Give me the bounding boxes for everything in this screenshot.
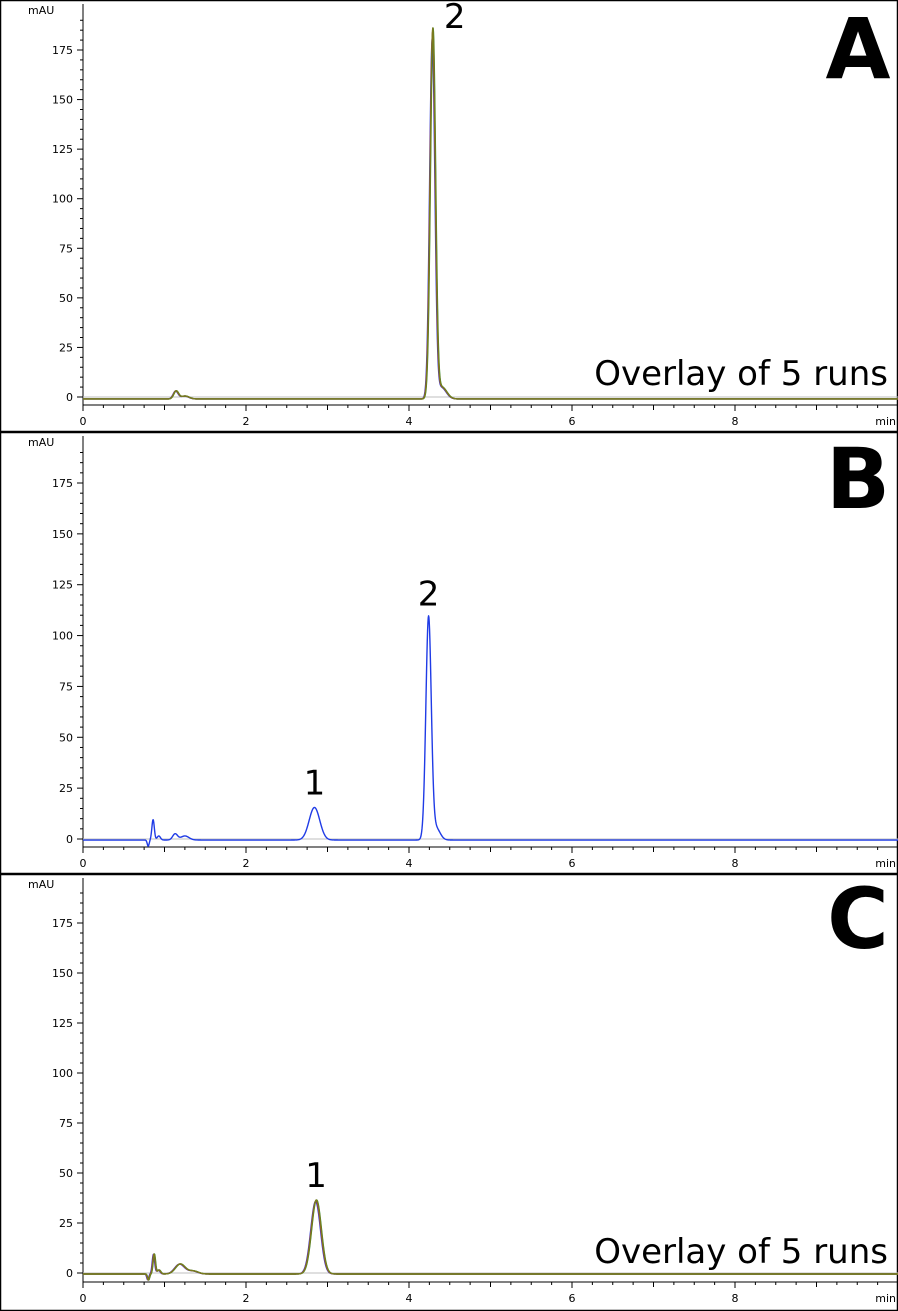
- y-tick-label: 75: [59, 1117, 73, 1130]
- trace-series-2: [82, 31, 898, 400]
- y-unit-label: mAU: [28, 436, 54, 449]
- overlay-note: Overlay of 5 runs: [594, 1232, 888, 1272]
- x-unit-label: min: [875, 1292, 896, 1305]
- y-tick-label: 75: [59, 680, 73, 693]
- x-tick-label: 2: [243, 857, 250, 870]
- x-tick-label: 4: [406, 1292, 413, 1305]
- x-tick-label: 6: [569, 1292, 576, 1305]
- x-tick-label: 0: [80, 1292, 87, 1305]
- x-tick-label: 0: [80, 857, 87, 870]
- trace-series-1: [82, 615, 898, 847]
- traces: [82, 27, 898, 400]
- x-tick-label: 8: [732, 857, 739, 870]
- overlay-note: Overlay of 5 runs: [594, 354, 888, 394]
- panel-letter: B: [826, 430, 890, 528]
- panel-letter: A: [825, 0, 890, 98]
- y-tick-label: 75: [59, 242, 73, 255]
- y-tick-label: 150: [52, 967, 73, 980]
- panel-letter: C: [827, 870, 889, 968]
- peak-label-1: 1: [305, 1156, 327, 1196]
- x-tick-label: 6: [569, 857, 576, 870]
- peak-label-1: 1: [304, 763, 326, 803]
- x-tick-label: 8: [732, 415, 739, 428]
- x-tick-label: 2: [243, 415, 250, 428]
- y-tick-label: 175: [52, 917, 73, 930]
- trace-series-1: [82, 38, 898, 400]
- y-tick-label: 150: [52, 528, 73, 541]
- y-tick-label: 0: [66, 833, 73, 846]
- y-tick-label: 100: [52, 630, 73, 643]
- y-tick-label: 100: [52, 1067, 73, 1080]
- y-tick-label: 0: [66, 1267, 73, 1280]
- y-tick-label: 150: [52, 94, 73, 107]
- x-tick-label: 0: [80, 415, 87, 428]
- x-unit-label: min: [875, 415, 896, 428]
- y-unit-label: mAU: [28, 878, 54, 891]
- peak-label-2: 2: [444, 0, 466, 37]
- y-tick-label: 100: [52, 193, 73, 206]
- y-tick-label: 125: [52, 1017, 73, 1030]
- y-tick-label: 125: [52, 143, 73, 156]
- y-tick-label: 0: [66, 391, 73, 404]
- y-tick-label: 25: [59, 782, 73, 795]
- panel-a: mAU 0 25 50 75 100 125 150 175 0 2 4 6 8 min 2 A Overlay …: [0, 0, 898, 433]
- y-tick-label: 25: [59, 1217, 73, 1230]
- y-tick-label: 50: [59, 1167, 73, 1180]
- y-unit-label: mAU: [28, 4, 54, 17]
- panel-c: mAU 0 25 50 75 100 125 150 175 0 2 4 6 8 min 1 C Overlay …: [0, 870, 898, 1311]
- y-tick-label: 50: [59, 292, 73, 305]
- y-tick-label: 175: [52, 477, 73, 490]
- y-tick-label: 175: [52, 44, 73, 57]
- x-tick-label: 2: [243, 1292, 250, 1305]
- y-tick-label: 25: [59, 341, 73, 354]
- x-tick-label: 4: [406, 857, 413, 870]
- trace-series-4: [82, 27, 898, 400]
- x-tick-label: 8: [732, 1292, 739, 1305]
- y-tick-label: 50: [59, 731, 73, 744]
- traces: [82, 615, 898, 847]
- peak-label-2: 2: [418, 574, 440, 614]
- x-unit-label: min: [875, 857, 896, 870]
- x-tick-label: 6: [569, 415, 576, 428]
- panel-frame: [0, 431, 898, 875]
- trace-series-4: [82, 1199, 898, 1281]
- trace-series-3: [82, 27, 898, 400]
- x-tick-label: 4: [406, 415, 413, 428]
- panel-b: mAU 0 25 50 75 100 125 150 175 0 2 4 6 8 min 1 2 B: [0, 430, 898, 875]
- traces: [82, 1199, 898, 1281]
- y-tick-label: 125: [52, 579, 73, 592]
